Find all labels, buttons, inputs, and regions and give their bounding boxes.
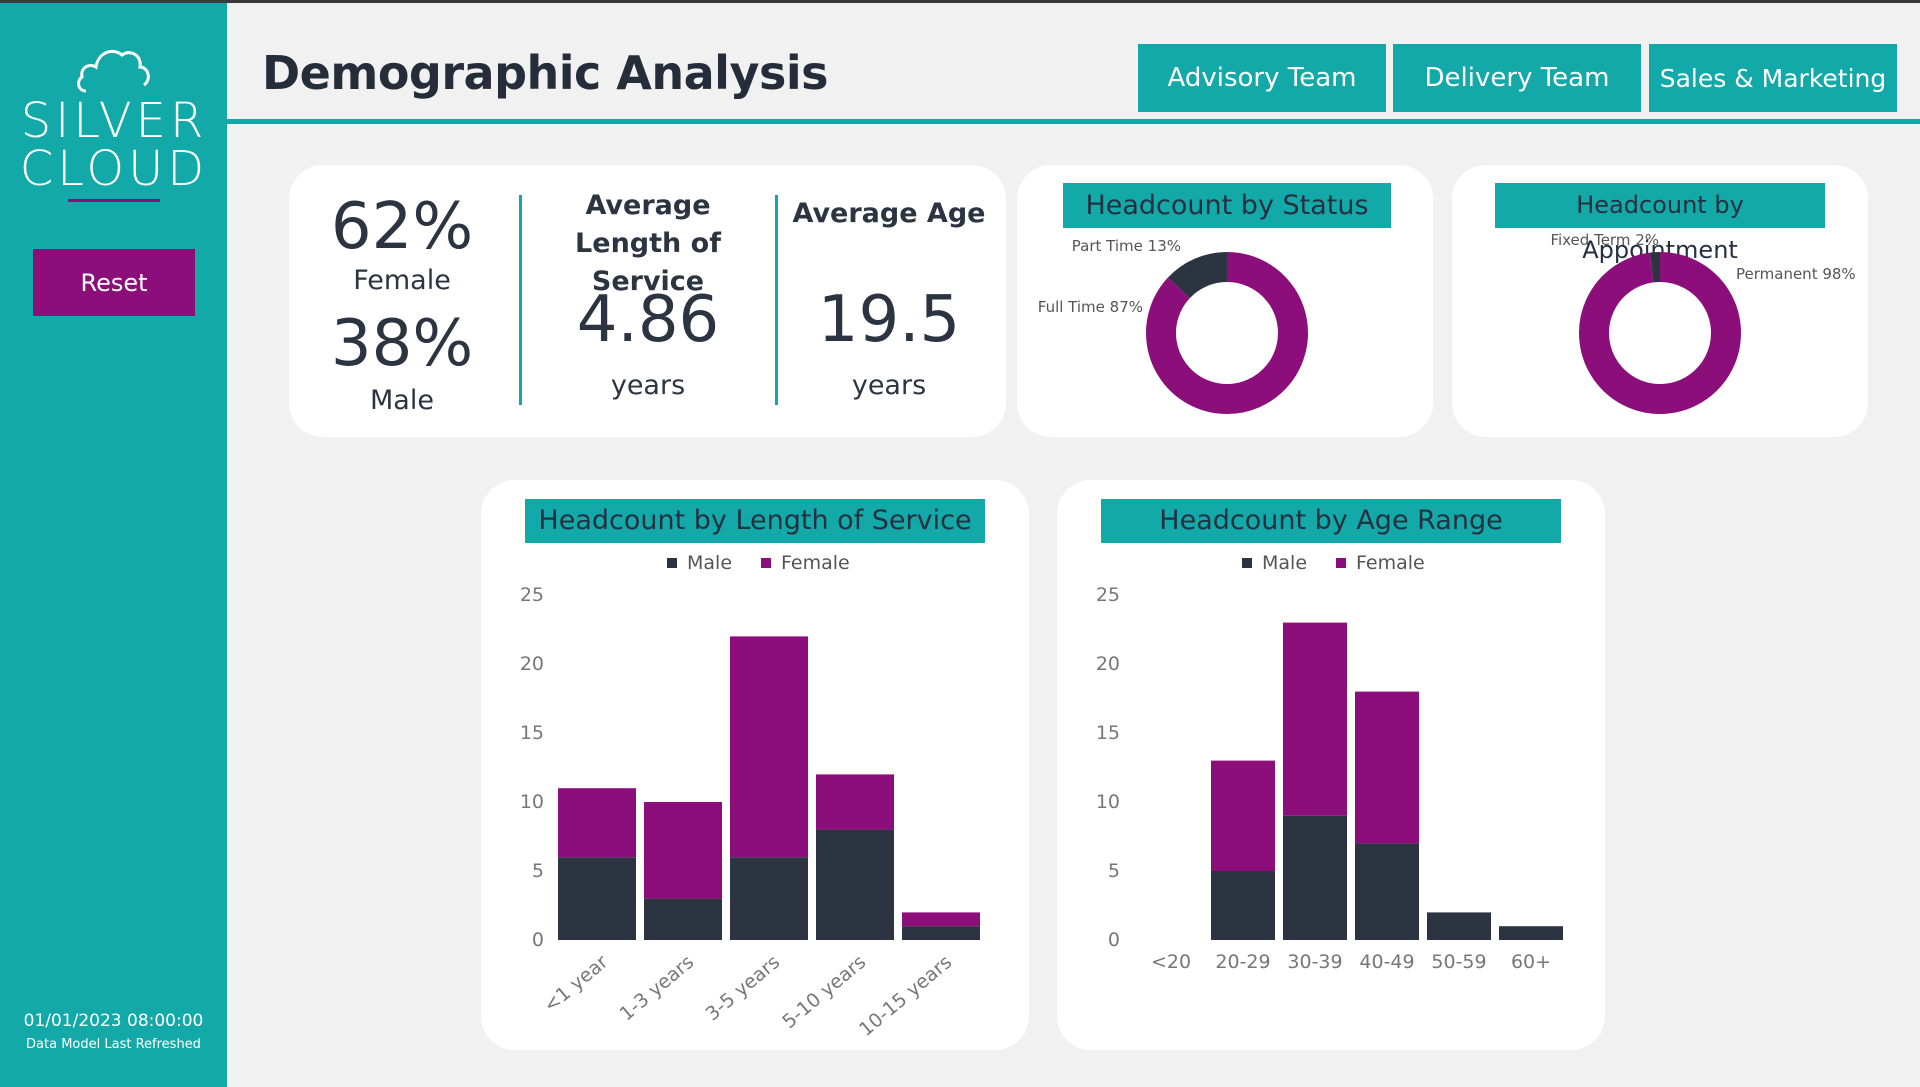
y-tick-label: 10 bbox=[520, 791, 544, 813]
donut-label: Full Time 87% bbox=[1038, 298, 1143, 316]
legend-label-male: Male bbox=[687, 552, 732, 574]
x-tick-label: 60+ bbox=[1511, 951, 1551, 973]
bar-female bbox=[902, 912, 980, 927]
top-border bbox=[0, 0, 1920, 3]
bar-male bbox=[558, 857, 636, 940]
age-unit: years bbox=[851, 370, 927, 401]
age-bar-chart-title: Headcount by Age Range bbox=[1101, 499, 1561, 543]
nav-delivery-team-button[interactable]: Delivery Team bbox=[1393, 44, 1641, 112]
x-tick-label: 50-59 bbox=[1431, 951, 1486, 973]
nav-sales-marketing-button[interactable]: Sales & Marketing bbox=[1649, 44, 1897, 112]
bar-male bbox=[1499, 926, 1563, 940]
age-value: 19.5 bbox=[817, 283, 961, 357]
donut-slice-part bbox=[1167, 252, 1228, 299]
bar-male bbox=[1427, 912, 1491, 940]
legend-swatch-female bbox=[1336, 558, 1346, 568]
appointment-chart-card: Headcount by Appointment Permanent 98% Fi… bbox=[1452, 165, 1868, 437]
service-value: 4.86 bbox=[576, 283, 720, 357]
status-donut-chart: Full Time 87% Part Time 13% bbox=[1038, 237, 1308, 414]
x-tick-label: 1-3 years bbox=[616, 951, 699, 1025]
brand-line-1: SILVER bbox=[20, 93, 208, 149]
refresh-info: 01/01/2023 08:00:00 Data Model Last Refr… bbox=[0, 1011, 227, 1052]
bar-female bbox=[1283, 622, 1347, 816]
header-divider bbox=[227, 119, 1920, 124]
nav-advisory-team-button[interactable]: Advisory Team bbox=[1138, 44, 1386, 112]
y-tick-label: 20 bbox=[1096, 653, 1120, 675]
legend-label-female: Female bbox=[1356, 552, 1425, 574]
bar-male bbox=[816, 829, 894, 940]
status-chart-card: Headcount by Status Full Time 87% Part Ti… bbox=[1017, 165, 1433, 437]
bar-male bbox=[1211, 871, 1275, 940]
x-tick-label: 3-5 years bbox=[702, 951, 785, 1025]
y-tick-label: 15 bbox=[520, 722, 544, 744]
kpi-card: 62% Female 38% Male Average Length of Se… bbox=[289, 165, 1006, 437]
service-bar-chart-title: Headcount by Length of Service bbox=[525, 499, 985, 543]
kpi-divider-1 bbox=[519, 195, 522, 405]
bar-male bbox=[902, 926, 980, 940]
bar-male bbox=[730, 857, 808, 940]
service-heading: Average Length of Service bbox=[575, 190, 721, 297]
bar-male bbox=[1283, 815, 1347, 940]
bar-male bbox=[644, 898, 722, 940]
y-tick-label: 0 bbox=[1108, 929, 1120, 951]
service-bar-chart-card: Headcount by Length of Service Male Femal… bbox=[481, 480, 1029, 1050]
female-label: Female bbox=[353, 265, 451, 296]
donut-slice-fixed bbox=[1649, 252, 1661, 283]
bar-female bbox=[1355, 691, 1419, 844]
y-tick-label: 10 bbox=[1096, 791, 1120, 813]
x-tick-label: 20-29 bbox=[1215, 951, 1270, 973]
legend-label-male: Male bbox=[1262, 552, 1307, 574]
x-tick-label: 30-39 bbox=[1287, 951, 1342, 973]
age-heading: Average Age bbox=[792, 198, 986, 229]
x-tick-label: 10-15 years bbox=[855, 951, 956, 1041]
y-tick-label: 20 bbox=[520, 653, 544, 675]
donut-slice-full bbox=[1146, 252, 1308, 414]
donut-label: Permanent 98% bbox=[1736, 265, 1856, 283]
service-unit: years bbox=[610, 370, 686, 401]
x-tick-label: 5-10 years bbox=[778, 951, 870, 1033]
appointment-donut-chart: Permanent 98% Fixed Term 2% bbox=[1550, 231, 1856, 414]
y-tick-label: 25 bbox=[520, 584, 544, 606]
brand-logo: SILVER CLOUD bbox=[16, 39, 212, 209]
y-tick-label: 25 bbox=[1096, 584, 1120, 606]
bar-female bbox=[558, 788, 636, 858]
reset-button[interactable]: Reset bbox=[33, 249, 195, 316]
sidebar: SILVER CLOUD Reset 01/01/2023 08:00:00 D… bbox=[0, 3, 227, 1087]
female-percent: 62% bbox=[330, 190, 474, 264]
refresh-timestamp: 01/01/2023 08:00:00 bbox=[23, 1011, 204, 1031]
age-bar-chart: Male Female 0 5 10 15 20 25 <20 20-29 30-39 40-49 50… bbox=[1096, 552, 1563, 973]
brand-line-2: CLOUD bbox=[19, 141, 209, 197]
legend-label-female: Female bbox=[781, 552, 850, 574]
x-tick-label: 40-49 bbox=[1359, 951, 1414, 973]
y-tick-label: 15 bbox=[1096, 722, 1120, 744]
brand-underline bbox=[68, 199, 160, 202]
age-bar-chart-card: Headcount by Age Range Male Female 0 5 10 15 2… bbox=[1057, 480, 1605, 1050]
y-tick-label: 5 bbox=[1108, 860, 1120, 882]
x-tick-label: <20 bbox=[1151, 951, 1191, 973]
kpi-divider-2 bbox=[775, 195, 778, 405]
donut-label: Fixed Term 2% bbox=[1550, 231, 1659, 249]
bar-male bbox=[1355, 843, 1419, 940]
cloud-icon bbox=[77, 50, 150, 93]
donut-slice-permanent bbox=[1579, 252, 1741, 414]
donut-label: Part Time 13% bbox=[1072, 237, 1181, 255]
y-tick-label: 0 bbox=[532, 929, 544, 951]
appointment-chart-title: Headcount by Appointment bbox=[1495, 183, 1825, 264]
page-title: Demographic Analysis bbox=[262, 46, 828, 100]
status-chart-title: Headcount by Status bbox=[1063, 183, 1391, 228]
x-tick-label: <1 year bbox=[540, 951, 613, 1017]
y-tick-label: 5 bbox=[532, 860, 544, 882]
bar-female bbox=[1211, 760, 1275, 871]
bar-female bbox=[816, 774, 894, 830]
bar-female bbox=[730, 636, 808, 858]
service-bar-chart: Male Female 0 5 10 15 20 25 <1 year 1-3 years 3-5 … bbox=[520, 552, 980, 1041]
legend-swatch-male bbox=[1242, 558, 1252, 568]
legend-swatch-female bbox=[761, 558, 771, 568]
refresh-label: Data Model Last Refreshed bbox=[26, 1037, 201, 1052]
legend-swatch-male bbox=[667, 558, 677, 568]
male-percent: 38% bbox=[330, 307, 474, 381]
bar-female bbox=[644, 802, 722, 899]
male-label: Male bbox=[370, 385, 434, 416]
